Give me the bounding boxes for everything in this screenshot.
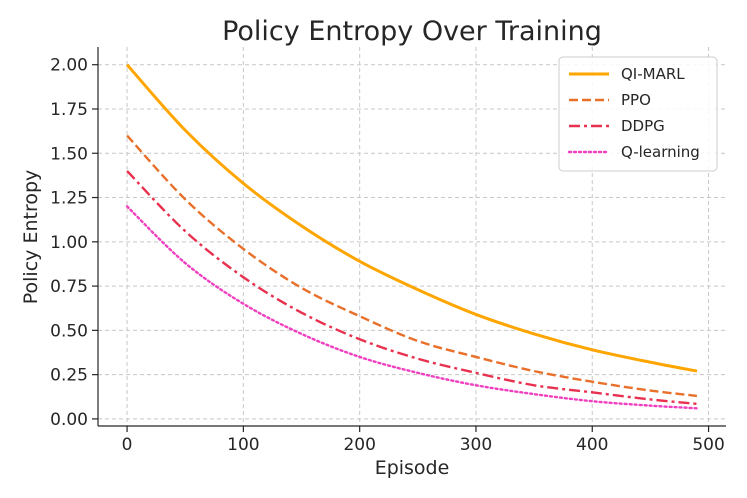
axes [97, 47, 726, 427]
legend: QI-MARL PPO DDPG Q-learning [558, 56, 718, 172]
legend-label-ppo: PPO [621, 91, 651, 109]
y-tick-label: 1.75 [50, 100, 88, 120]
legend-box [558, 56, 718, 172]
x-tick-label: 100 [227, 435, 259, 455]
y-tick-label: 1.50 [50, 144, 88, 164]
series-line-qi-marl [125, 63, 698, 373]
x-tick-label: 400 [576, 435, 608, 455]
legend-label-ddpg: DDPG [621, 117, 665, 135]
y-tick-label: 0.50 [50, 321, 88, 341]
x-tick-label: 0 [122, 435, 133, 455]
x-axis-label: Episode [375, 457, 450, 479]
legend-label-q-learning: Q-learning [621, 143, 700, 161]
x-tick-label: 300 [460, 435, 492, 455]
ticks: 0 100 200 300 400 500 0.00 0.25 0.50 0.75 1.00 1.25… [50, 56, 725, 455]
y-tick-label: 2.00 [50, 56, 88, 76]
x-tick-label: 500 [692, 435, 724, 455]
y-axis-label: Policy Entropy [20, 170, 42, 305]
x-tick-label: 200 [343, 435, 375, 455]
series-line-q-learning [125, 205, 699, 410]
legend-label-qi-marl: QI-MARL [621, 65, 685, 83]
y-tick-label: 0.25 [50, 366, 88, 386]
y-tick-label: 1.00 [50, 233, 88, 253]
y-tick-label: 1.25 [50, 189, 88, 209]
y-tick-label: 0.75 [50, 277, 88, 297]
chart-title: Policy Entropy Over Training [222, 16, 602, 47]
series-lines [125, 63, 699, 410]
y-tick-label: 0.00 [50, 410, 88, 430]
series-line-ddpg [126, 170, 698, 406]
series-line-ppo [126, 134, 698, 398]
